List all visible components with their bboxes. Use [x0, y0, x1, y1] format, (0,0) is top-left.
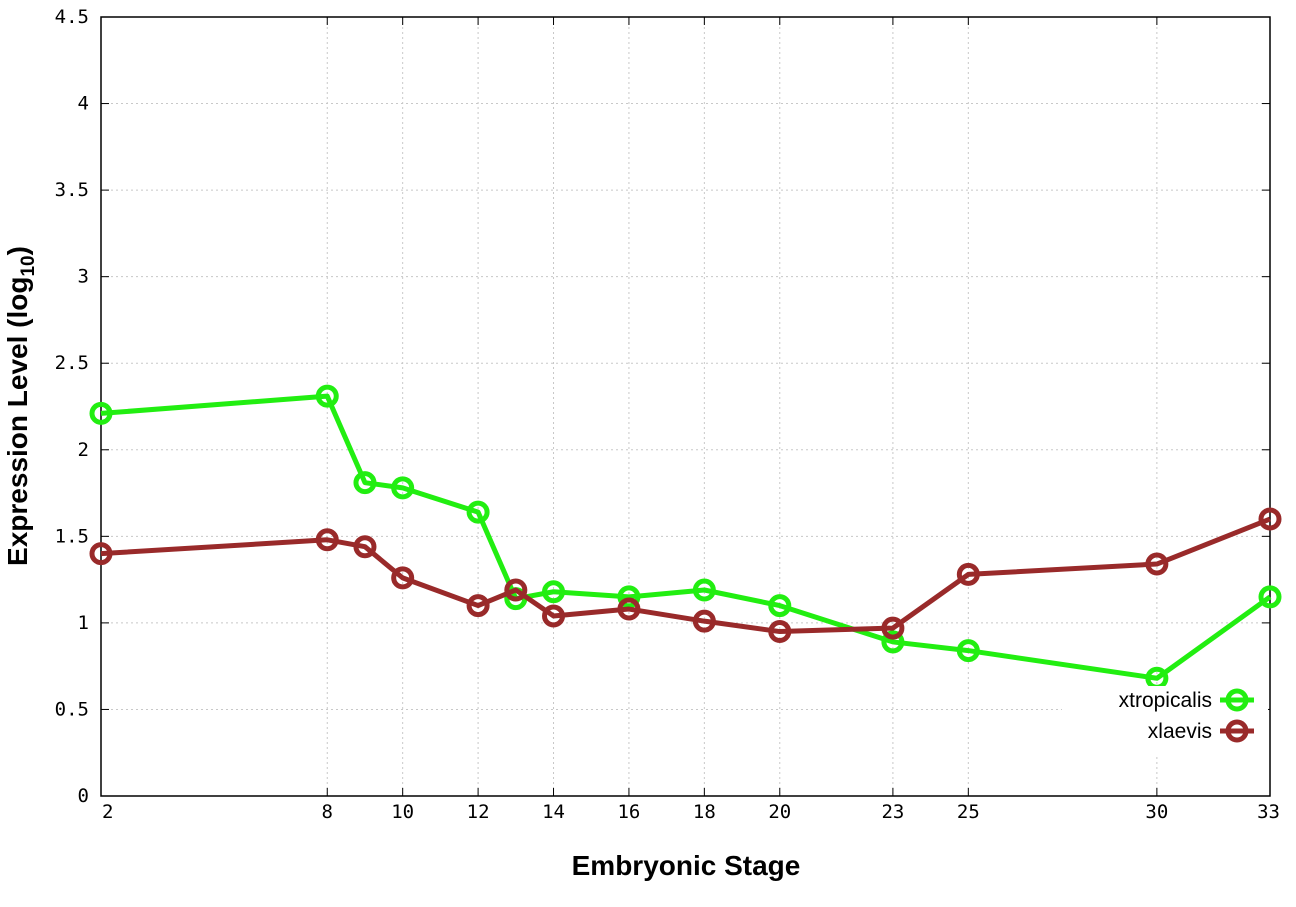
data-point-xlaevis	[466, 594, 490, 618]
data-point-xlaevis	[617, 597, 641, 621]
data-point-xlaevis	[315, 528, 339, 552]
x-tick-label: 16	[617, 801, 640, 823]
y-tick-label: 1.5	[55, 525, 89, 547]
data-point-xtropicalis	[692, 578, 716, 602]
data-point-xlaevis	[89, 542, 113, 566]
data-point-xtropicalis	[315, 384, 339, 408]
data-point-xtropicalis	[353, 471, 377, 495]
data-point-xtropicalis	[617, 585, 641, 609]
data-point-xtropicalis	[89, 401, 113, 425]
data-point-xtropicalis	[466, 500, 490, 524]
y-tick-label: 2.5	[55, 352, 89, 374]
legend-label-xlaevis: xlaevis	[1148, 720, 1212, 743]
data-point-xtropicalis	[1258, 585, 1282, 609]
y-tick-label: 3	[78, 266, 89, 288]
data-point-xtropicalis	[542, 580, 566, 604]
x-tick-label: 20	[768, 801, 791, 823]
y-tick-label: 2	[78, 439, 89, 461]
x-tick-label: 33	[1257, 801, 1280, 823]
x-tick-label: 14	[542, 801, 565, 823]
legend: xtropicalis xlaevis	[1062, 686, 1268, 756]
data-point-xlaevis	[692, 609, 716, 633]
data-point-xlaevis	[881, 616, 905, 640]
series-line-xtropicalis	[100, 393, 1272, 681]
series-layer	[89, 384, 1282, 690]
data-point-xtropicalis	[768, 594, 792, 618]
y-tick-label: 0	[78, 785, 89, 807]
data-point-xlaevis	[353, 535, 377, 559]
axes: 0 0.5 1 1.5 2 2.5 3 3.5 4 4.5 2 8 10 12 14 16 18 20 23 25 30…	[55, 6, 1280, 823]
data-point-xlaevis	[542, 604, 566, 628]
legend-marker-xtropicalis	[1225, 688, 1249, 712]
x-tick-label: 25	[957, 801, 980, 823]
data-point-xlaevis	[956, 562, 980, 586]
legend-label-xtropicalis: xtropicalis	[1119, 689, 1212, 712]
data-point-xlaevis	[1145, 552, 1169, 576]
data-point-xlaevis	[1258, 507, 1282, 531]
x-tick-label: 30	[1145, 801, 1168, 823]
y-axis-title-subscript: 10	[18, 255, 39, 276]
legend-marker-xlaevis	[1225, 719, 1249, 743]
data-point-xtropicalis	[391, 476, 415, 500]
x-tick-label: 10	[391, 801, 414, 823]
data-point-xlaevis	[768, 620, 792, 644]
y-tick-label: 1	[78, 612, 89, 634]
data-point-xlaevis	[391, 566, 415, 590]
data-point-xlaevis	[504, 578, 528, 602]
x-tick-label: 12	[467, 801, 490, 823]
x-axis-title: Embryonic Stage	[572, 850, 801, 881]
x-tick-label: 18	[693, 801, 716, 823]
y-tick-label: 4	[78, 93, 89, 115]
y-tick-label: 0.5	[55, 698, 89, 720]
x-tick-label: 2	[102, 801, 113, 823]
data-point-xtropicalis	[881, 630, 905, 654]
y-tick-label: 3.5	[55, 179, 89, 201]
y-tick-label: 4.5	[55, 6, 89, 28]
data-point-xtropicalis	[956, 639, 980, 663]
x-tick-label: 23	[881, 801, 904, 823]
y-axis-title: Expression Level (log10)	[2, 246, 39, 566]
x-tick-label: 8	[322, 801, 333, 823]
